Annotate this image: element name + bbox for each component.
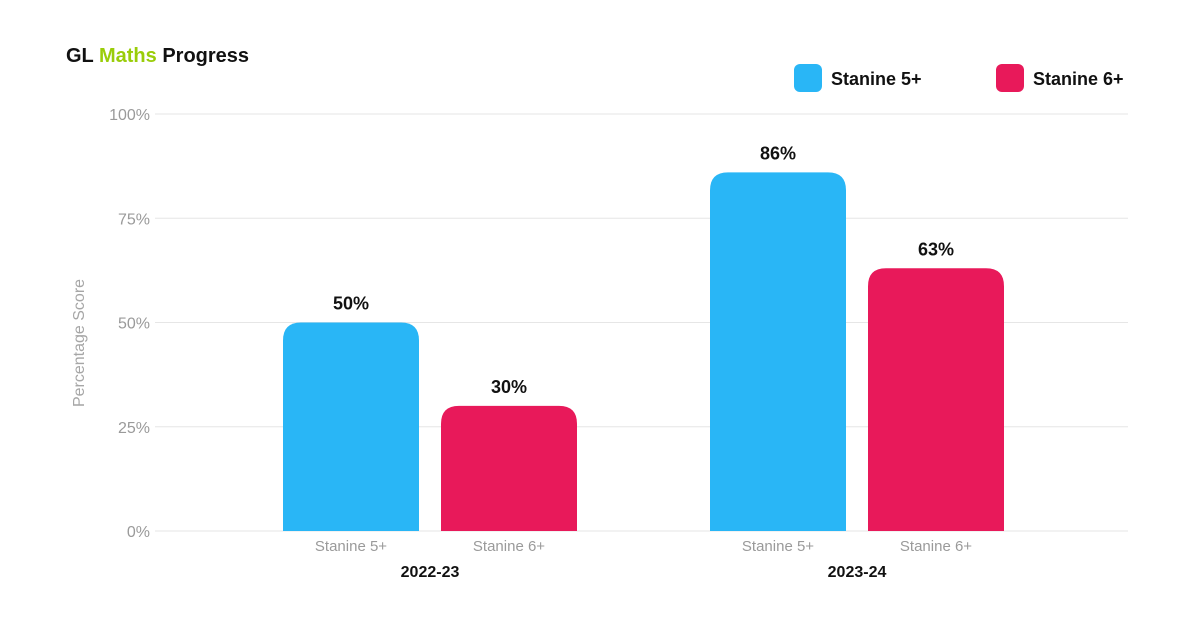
bar — [868, 268, 1004, 531]
y-tick-label: 100% — [109, 107, 150, 124]
bar — [283, 322, 419, 531]
group-label: 2022-23 — [401, 564, 460, 581]
bar-value-label: 63% — [918, 239, 954, 259]
bars: 50% Stanine 5+ 30% Stanine 6+ 2022-23 86% Stan… — [283, 143, 1004, 581]
bar-value-label: 50% — [333, 294, 369, 314]
x-tick-label: Stanine 5+ — [315, 538, 387, 555]
bar — [710, 172, 846, 531]
legend-label: Stanine 5+ — [831, 69, 922, 89]
group-label: 2023-24 — [828, 564, 887, 581]
legend-swatch — [794, 64, 822, 92]
y-tick-label: 25% — [118, 420, 150, 437]
legend-label: Stanine 6+ — [1033, 69, 1124, 89]
bar-value-label: 86% — [760, 143, 796, 163]
y-axis-ticks: 0% 25% 50% 75% 100% — [109, 107, 150, 541]
y-axis-label: Percentage Score — [71, 279, 88, 407]
title-highlight: Maths — [99, 45, 157, 67]
x-tick-label: Stanine 6+ — [900, 538, 972, 555]
legend-swatch — [996, 64, 1024, 92]
y-tick-label: 75% — [118, 211, 150, 228]
x-tick-label: Stanine 6+ — [473, 538, 545, 555]
bar — [441, 405, 577, 531]
y-tick-label: 50% — [118, 316, 150, 333]
bar-value-label: 30% — [491, 377, 527, 397]
x-tick-label: Stanine 5+ — [742, 538, 814, 555]
legend: Stanine 5+ Stanine 6+ — [794, 64, 1124, 92]
y-tick-label: 0% — [127, 524, 150, 541]
title-prefix: GL — [66, 45, 94, 67]
title-suffix: Progress — [162, 45, 249, 67]
chart-title: GL Maths Progress — [66, 45, 249, 67]
